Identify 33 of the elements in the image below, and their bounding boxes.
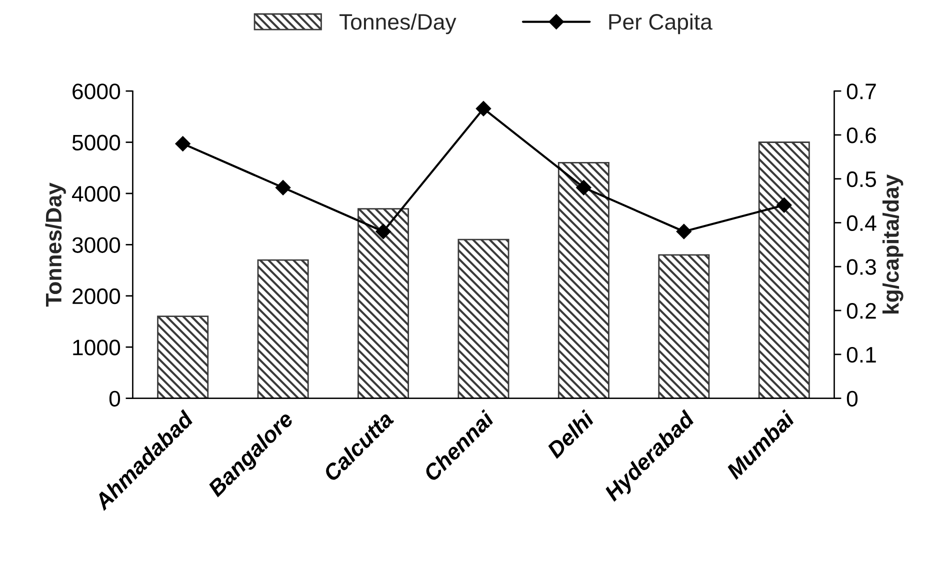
y-tick-label: 5000 [72,134,120,151]
y2-axis-title: kg/capita/day [882,174,904,314]
y-tick-label: 3000 [72,237,120,253]
y-tick-label: 2000 [72,288,120,304]
bar [358,208,410,398]
y-tick-label: 0 [109,390,120,407]
y-tick-label: 1000 [73,340,120,356]
y2-tick-label: 0.2 [846,303,876,319]
y2-tick-label: 0.4 [846,215,876,231]
bar [157,316,209,398]
point [175,136,190,152]
y-tick-label: 4000 [72,186,120,202]
bar [458,238,510,398]
point [476,101,492,116]
legend-label: Tonnes/Day [339,13,456,34]
bar [658,254,710,398]
point [676,224,692,240]
y2-tick-label: 0 [846,390,858,407]
bar [257,259,309,398]
bar [558,162,610,398]
y-tick-label: 6000 [72,84,120,100]
y2-tick-label: 0.6 [846,127,876,144]
y-axis-title: Tonnes/Day [45,182,66,307]
bar [758,142,810,398]
point [776,198,792,213]
y2-tick-label: 0.3 [846,259,876,275]
point [275,180,291,196]
point [376,224,391,240]
y2-tick-label: 0.5 [846,171,876,188]
legend-label: Per Capita [609,13,712,34]
y2-tick-label: 0.7 [846,84,876,100]
point [576,180,592,196]
y2-tick-label: 0.1 [846,346,876,363]
